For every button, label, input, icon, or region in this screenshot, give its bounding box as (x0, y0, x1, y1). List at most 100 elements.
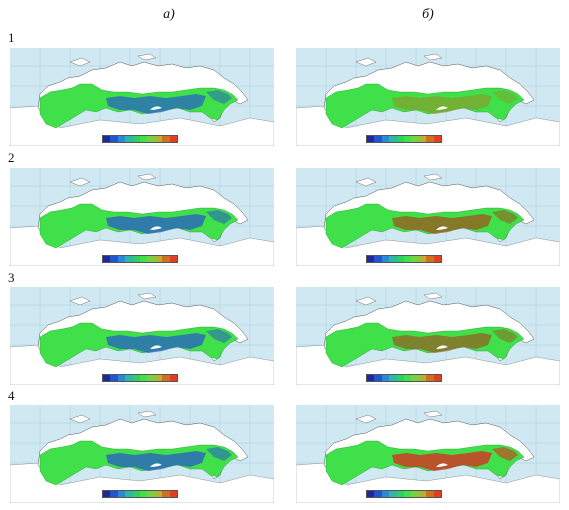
legend-bar (102, 374, 178, 382)
accent-region (392, 94, 492, 114)
lake (436, 226, 448, 230)
legend-swatch (117, 256, 126, 262)
legend-swatch (125, 136, 133, 142)
lake (436, 106, 448, 110)
legend-swatch (404, 256, 412, 262)
arctic-island (69, 57, 91, 67)
arctic-island (423, 173, 443, 181)
legend-swatch (169, 375, 178, 381)
lake (150, 106, 162, 110)
lake (436, 345, 448, 349)
arctic-island (69, 296, 91, 306)
legend-swatch (381, 136, 390, 142)
accent-region (392, 333, 492, 353)
lake (150, 463, 162, 467)
accent-region-east (492, 329, 518, 343)
row-label-4: 4 (8, 388, 15, 403)
legend-swatch (411, 491, 419, 497)
legend-bar (102, 135, 178, 143)
legend-swatch (389, 491, 397, 497)
legend-swatch (140, 136, 148, 142)
legend-swatch (396, 256, 405, 262)
map-svg-2b (296, 168, 560, 266)
legend-swatch (110, 136, 118, 142)
map-svg-4b (296, 405, 560, 503)
accent-region (106, 333, 206, 353)
legend-swatch (381, 375, 390, 381)
legend-swatch (132, 375, 141, 381)
legend-swatch (426, 256, 434, 262)
arctic-island (423, 53, 443, 61)
map-panel-1b (296, 48, 560, 146)
map-svg-1a (10, 48, 274, 146)
legend-swatch (117, 136, 126, 142)
map-panel-4b (296, 405, 560, 503)
legend-swatch (418, 375, 427, 381)
legend-swatch (426, 491, 434, 497)
legend-swatch (110, 256, 118, 262)
legend-swatch (162, 256, 170, 262)
legend-swatch (169, 136, 178, 142)
legend-swatch (110, 491, 118, 497)
map-panel-3b (296, 287, 560, 385)
accent-region (392, 214, 492, 234)
legend-swatch (140, 256, 148, 262)
legend-swatch (103, 491, 111, 497)
legend-swatch (433, 256, 442, 262)
legend-swatch (381, 256, 390, 262)
legend-swatch (132, 136, 141, 142)
legend-swatch (426, 136, 434, 142)
legend-swatch (132, 491, 141, 497)
legend-swatch (404, 375, 412, 381)
legend-swatch (162, 491, 170, 497)
map-panel-3a (10, 287, 274, 385)
legend-swatch (154, 256, 163, 262)
legend-swatch (396, 491, 405, 497)
legend-swatch (154, 491, 163, 497)
legend-swatch (411, 256, 419, 262)
legend-swatch (125, 256, 133, 262)
color-legend-4a (102, 490, 178, 500)
arctic-island (69, 177, 91, 187)
arctic-island (69, 414, 91, 424)
legend-swatch (147, 375, 155, 381)
legend-swatch (117, 375, 126, 381)
legend-swatch (418, 136, 427, 142)
legend-swatch (117, 491, 126, 497)
legend-swatch (426, 375, 434, 381)
lake (436, 463, 448, 467)
map-svg-1b (296, 48, 560, 146)
map-svg-2a (10, 168, 274, 266)
row-label-1: 1 (8, 30, 15, 45)
legend-swatch (374, 136, 382, 142)
legend-swatch (396, 375, 405, 381)
legend-swatch (147, 256, 155, 262)
color-legend-4b (366, 490, 442, 500)
row-label-3: 3 (8, 270, 15, 285)
map-panel-2a (10, 168, 274, 266)
legend-swatch (389, 256, 397, 262)
accent-region-east (206, 447, 232, 461)
arctic-island (355, 414, 377, 424)
legend-swatch (367, 375, 375, 381)
legend-swatch (154, 375, 163, 381)
map-svg-4a (10, 405, 274, 503)
legend-swatch (154, 136, 163, 142)
accent-region (106, 451, 206, 471)
color-legend-3b (366, 374, 442, 384)
legend-swatch (162, 375, 170, 381)
legend-bar (366, 255, 442, 263)
legend-swatch (411, 375, 419, 381)
legend-swatch (110, 375, 118, 381)
legend-swatch (140, 491, 148, 497)
legend-swatch (433, 136, 442, 142)
legend-swatch (433, 491, 442, 497)
accent-region-east (492, 90, 518, 104)
row-label-2: 2 (8, 150, 15, 165)
arctic-island (355, 177, 377, 187)
accent-region-east (206, 90, 232, 104)
arctic-island (137, 173, 157, 181)
legend-swatch (389, 375, 397, 381)
color-legend-2a (102, 255, 178, 265)
accent-region-east (492, 210, 518, 224)
